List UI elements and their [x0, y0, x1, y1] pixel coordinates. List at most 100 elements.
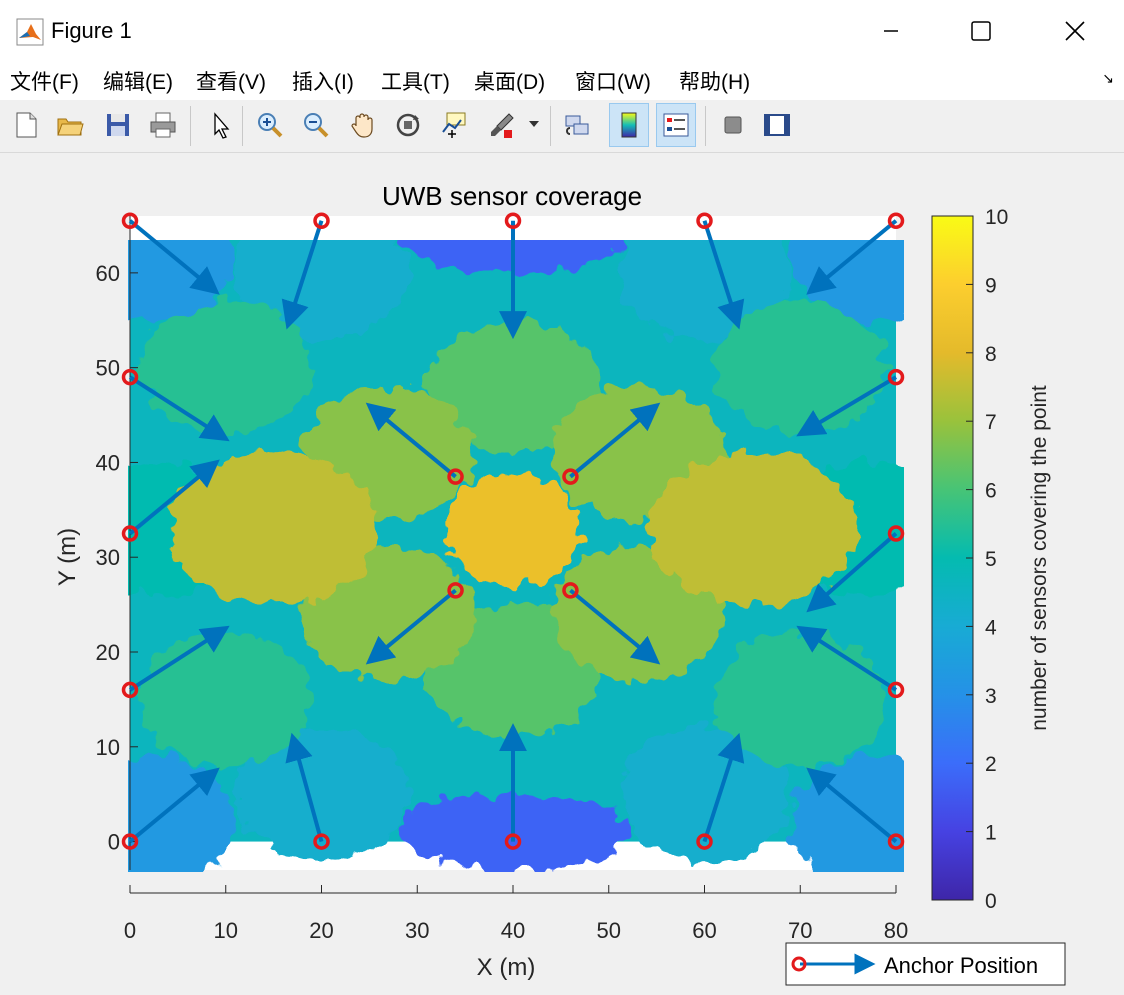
chart-title: UWB sensor coverage [382, 181, 642, 211]
legend-entry: Anchor Position [884, 953, 1038, 978]
anchor-marker [121, 833, 139, 850]
menu-edit[interactable]: 编辑(E) [103, 71, 173, 94]
menu-desktop[interactable]: 桌面(D) [474, 71, 546, 94]
anchor-marker [696, 212, 713, 229]
legend-icon[interactable] [656, 103, 696, 147]
brush-icon[interactable] [482, 103, 522, 147]
colorbar-tick-label: 5 [985, 548, 997, 571]
coverage-region [128, 240, 236, 321]
window-title: Figure 1 [51, 18, 132, 43]
anchor-arrow [806, 532, 898, 613]
link-plot-icon[interactable] [557, 103, 597, 147]
anchor-arrow [702, 220, 745, 330]
coverage-region [647, 452, 858, 606]
x-tick-label: 30 [405, 918, 429, 943]
anchor-arrow [806, 219, 898, 295]
colorbar-tick-label: 2 [985, 753, 997, 776]
menu-insert[interactable]: 插入(I) [292, 71, 354, 94]
colorbar-tick-label: 8 [985, 343, 997, 366]
coverage-region [426, 603, 600, 738]
toolbar-separator [705, 106, 706, 146]
zoom-in-icon[interactable] [250, 103, 290, 147]
close-icon [1065, 21, 1085, 41]
brush-dropdown-arrow[interactable] [522, 103, 546, 147]
x-tick-label: 40 [501, 918, 525, 943]
anchor-marker [313, 212, 330, 229]
pan-hand-icon[interactable] [343, 103, 383, 147]
anchor-arrow [796, 625, 898, 692]
anchor-arrow [702, 732, 745, 843]
anchor-marker [504, 833, 522, 850]
menu-help[interactable]: 帮助(H) [679, 71, 751, 94]
x-tick-label: 20 [309, 918, 333, 943]
colorbar-tick-label: 10 [985, 206, 1008, 229]
y-axis-label: Y (m) [54, 528, 81, 586]
y-tick-label: 0 [108, 830, 120, 855]
x-tick-label: 80 [884, 918, 908, 943]
colorbar-tick-label: 1 [985, 822, 997, 845]
anchor-marker [313, 833, 330, 850]
coverage-region [235, 727, 408, 862]
anchor-marker [696, 833, 713, 850]
anchor-arrows [128, 219, 898, 844]
close-button[interactable] [1052, 8, 1098, 54]
coverage-region [790, 240, 904, 321]
show-plot-tools-icon[interactable] [757, 103, 797, 147]
anchor-arrow [128, 219, 220, 295]
y-tick-label: 50 [96, 356, 120, 381]
y-tick-label: 20 [96, 640, 120, 665]
anchor-marker [887, 833, 905, 850]
anchor-marker [121, 212, 139, 229]
colorbar-icon[interactable] [609, 103, 649, 147]
anchor-marker [562, 468, 579, 485]
zoom-out-icon[interactable] [296, 103, 336, 147]
menu-window[interactable]: 窗口(W) [575, 71, 651, 94]
data-cursor-icon[interactable] [434, 103, 474, 147]
arrow-expand-icon[interactable]: ↘ [1102, 70, 1114, 86]
anchor-marker [121, 525, 139, 542]
anchor-arrow [796, 375, 898, 437]
anchor-marker [887, 212, 905, 229]
coverage-region [445, 471, 581, 587]
x-tick-label: 0 [124, 918, 136, 943]
print-icon[interactable] [143, 103, 183, 147]
x-tick-label: 60 [692, 918, 716, 943]
menu-tools[interactable]: 工具(T) [381, 71, 450, 94]
new-figure-icon[interactable] [6, 103, 46, 147]
menu-file[interactable]: 文件(F) [10, 71, 79, 94]
anchor-marker [887, 368, 905, 386]
anchor-marker [447, 582, 464, 599]
hide-plot-tools-icon[interactable] [713, 103, 753, 147]
x-tick-label: 50 [597, 918, 621, 943]
legend-marker-swatch [791, 956, 807, 972]
coverage-region [168, 452, 379, 606]
rotate-3d-icon[interactable] [388, 103, 428, 147]
pointer-icon[interactable] [200, 103, 240, 147]
maximize-button[interactable] [958, 8, 1004, 54]
anchor-arrow [128, 375, 230, 442]
coverage-region [426, 319, 600, 454]
anchor-marker [887, 681, 905, 699]
colorbar-tick-label: 3 [985, 685, 997, 708]
toolbar-separator [242, 106, 243, 146]
colorbar-tick-label: 9 [985, 274, 997, 297]
anchor-marker [887, 525, 905, 542]
colorbar-tick-label: 7 [985, 411, 997, 434]
toolbar-separator [190, 106, 191, 146]
figure-toolbar [0, 100, 1124, 153]
open-file-icon[interactable] [50, 103, 90, 147]
anchor-arrow [806, 767, 898, 844]
anchor-arrow [365, 588, 457, 665]
anchor-arrow [281, 220, 324, 330]
coverage-region [618, 727, 791, 862]
colorbar-tick-label: 6 [985, 480, 997, 503]
save-icon[interactable] [98, 103, 138, 147]
coverage-region [714, 632, 887, 767]
minimize-button[interactable] [868, 8, 914, 54]
colorbar: 0 1 2 3 4 5 6 7 8 9 10 [931, 206, 1008, 913]
menu-bar [0, 60, 1124, 100]
anchor-arrow [569, 588, 661, 665]
legend-box[interactable]: Anchor Position [785, 942, 1066, 986]
menu-view[interactable]: 查看(V) [196, 71, 266, 94]
